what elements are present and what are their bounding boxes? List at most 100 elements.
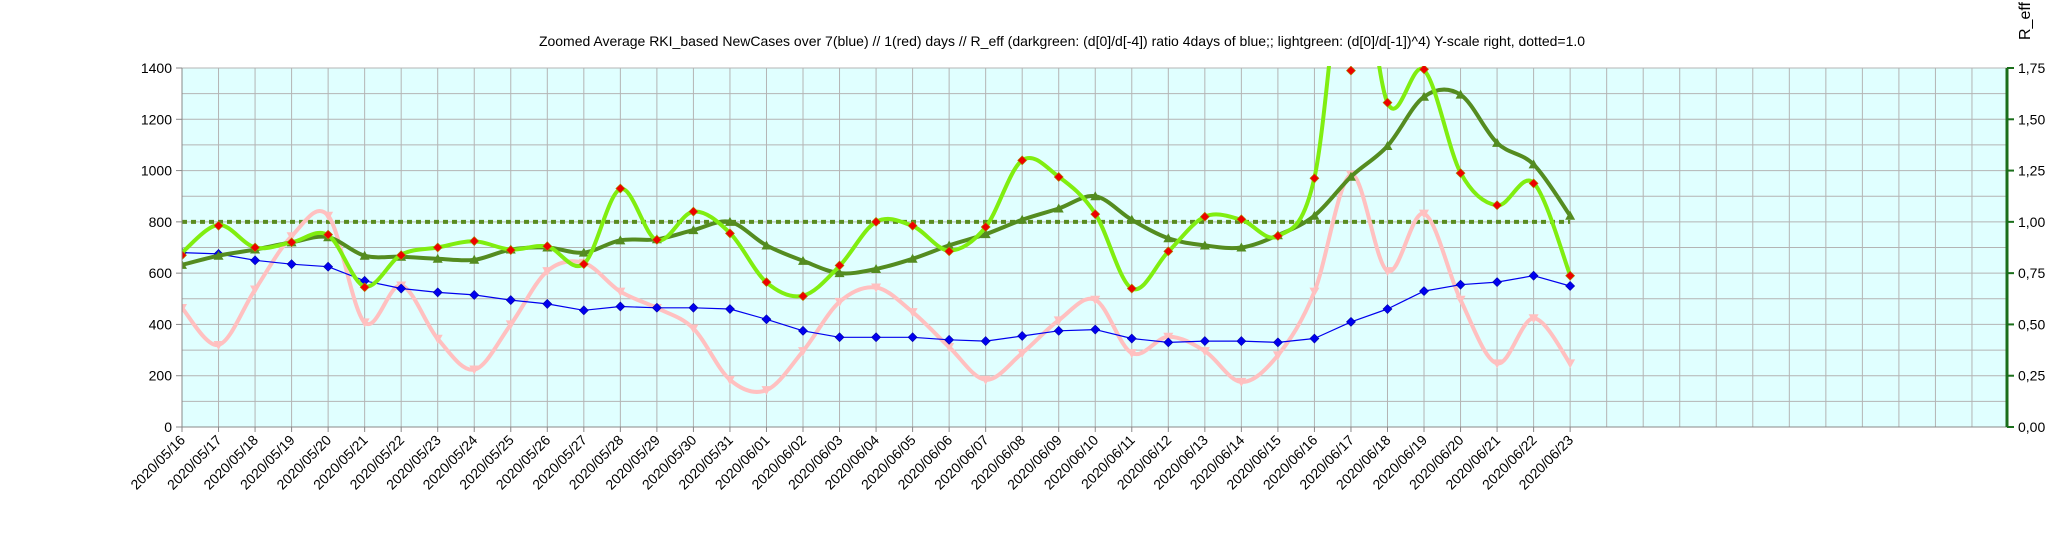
- series-darkgreen-point: [359, 250, 370, 260]
- series-blue-point: [834, 332, 845, 343]
- y-tick-left-label: 1000: [141, 163, 172, 179]
- series-pink-point: [724, 375, 735, 385]
- series-darkgreen-point: [1345, 171, 1356, 181]
- series-blue-point: [1492, 277, 1503, 288]
- series-layer: [182, 66, 1576, 396]
- series-red-point: [944, 246, 955, 257]
- series-red-point: [432, 242, 443, 253]
- series-red-point: [761, 277, 772, 288]
- y-tick-right-label: 1,75: [2018, 60, 2045, 76]
- series-darkgreen-point: [1565, 210, 1576, 220]
- series-blue-point: [1053, 325, 1064, 336]
- series-darkgreen-point: [1017, 214, 1028, 224]
- y-tick-right-label: 1,00: [2018, 214, 2045, 230]
- series-red-point: [651, 234, 662, 245]
- series-darkgreen-point: [213, 250, 224, 260]
- series-red: [182, 66, 1576, 302]
- series-blue-point: [944, 334, 955, 345]
- series-red-point: [1528, 178, 1539, 189]
- series-pink-point: [469, 365, 480, 375]
- series-blue-point: [505, 295, 516, 305]
- series-blue-point: [396, 283, 407, 294]
- series-pink-point: [761, 386, 772, 396]
- series-darkgreen-point: [1053, 203, 1064, 213]
- series-pink-point: [980, 375, 991, 385]
- y-tick-left-label: 0: [164, 419, 172, 435]
- series-pink-point: [1163, 332, 1174, 342]
- series-red-point: [1565, 270, 1576, 281]
- y-tick-right-label: 0,25: [2018, 368, 2045, 384]
- series-blue-point: [1199, 336, 1210, 347]
- y-tick-right-label: 0,00: [2018, 419, 2045, 435]
- series-darkgreen-point: [1455, 89, 1466, 99]
- series-darkgreen-point: [761, 240, 772, 250]
- series-darkgreen-point: [724, 216, 735, 226]
- series-darkgreen-point: [615, 235, 626, 245]
- series-red-point: [1492, 200, 1503, 211]
- series-red-point: [286, 237, 297, 248]
- series-blue-point: [1419, 286, 1429, 297]
- series-blue-point: [1565, 281, 1576, 291]
- y-tick-left-label: 600: [149, 265, 173, 281]
- series-pink-point: [1382, 267, 1393, 277]
- series-blue-point: [871, 332, 881, 343]
- series-pink-point: [1053, 316, 1064, 326]
- series-pink-point: [1272, 351, 1283, 361]
- series-darkgreen-point: [871, 264, 882, 274]
- y-tick-right-label: 1,50: [2018, 111, 2045, 127]
- series-blue-point: [980, 336, 991, 347]
- chart-title: Zoomed Average RKI_based NewCases over 7…: [539, 33, 1585, 49]
- y-tick-right-label: 1,25: [2018, 163, 2045, 179]
- series-blue-point: [1309, 333, 1320, 344]
- series-red-point: [871, 216, 881, 227]
- series-pink-point: [871, 283, 882, 293]
- series-red-point: [182, 250, 187, 261]
- series-darkgreen: [182, 87, 1576, 278]
- series-darkgreen-point: [980, 229, 991, 239]
- series-pink-point: [182, 304, 187, 314]
- series-red-point: [578, 259, 589, 270]
- y-tick-left-label: 1200: [141, 111, 172, 127]
- series-darkgreen-point: [578, 247, 589, 257]
- series-pink-point: [432, 334, 443, 344]
- series-pink-point: [286, 232, 297, 242]
- series-red-point: [213, 220, 224, 231]
- series-pink-point: [250, 285, 261, 295]
- series-blue-point: [688, 302, 699, 313]
- series-pink-point: [615, 287, 626, 297]
- series-darkgreen-point: [182, 259, 187, 269]
- series-red-point: [505, 245, 516, 255]
- series-red-point: [798, 291, 808, 302]
- series-blue-point: [578, 305, 589, 316]
- series-blue-point: [651, 302, 662, 313]
- series-red-point: [1455, 168, 1466, 179]
- series-pink-point: [944, 342, 955, 352]
- series-pink-point: [359, 318, 370, 328]
- series-red-point: [323, 229, 334, 240]
- series-blue-point: [907, 332, 918, 343]
- series-blue-point: [798, 325, 808, 336]
- series-blue-point: [1455, 279, 1466, 290]
- y-tick-right-label: 0,75: [2018, 265, 2045, 281]
- series-darkgreen-point: [1419, 91, 1430, 101]
- series-red-point: [1126, 283, 1137, 294]
- series-blue-point: [1346, 316, 1356, 327]
- series-darkgreen-point: [1492, 137, 1503, 147]
- series-pink-point: [1126, 349, 1137, 359]
- series-blue-point: [761, 314, 772, 325]
- series-red-point: [1309, 173, 1320, 184]
- series-pink-point: [834, 297, 845, 307]
- y-tick-left-label: 800: [149, 214, 173, 230]
- axes: [181, 68, 2009, 428]
- series-blue-point: [1528, 270, 1539, 281]
- series-red-point: [1236, 214, 1247, 225]
- series-red-point: [469, 236, 480, 247]
- series-pink-point: [505, 320, 516, 330]
- series-red-point: [834, 260, 845, 271]
- series-red-point: [1090, 209, 1101, 220]
- series-pink-point: [1528, 314, 1539, 324]
- series-pink-point: [1199, 347, 1210, 357]
- series-pink-point: [688, 324, 699, 334]
- series-darkgreen-point: [1090, 191, 1101, 201]
